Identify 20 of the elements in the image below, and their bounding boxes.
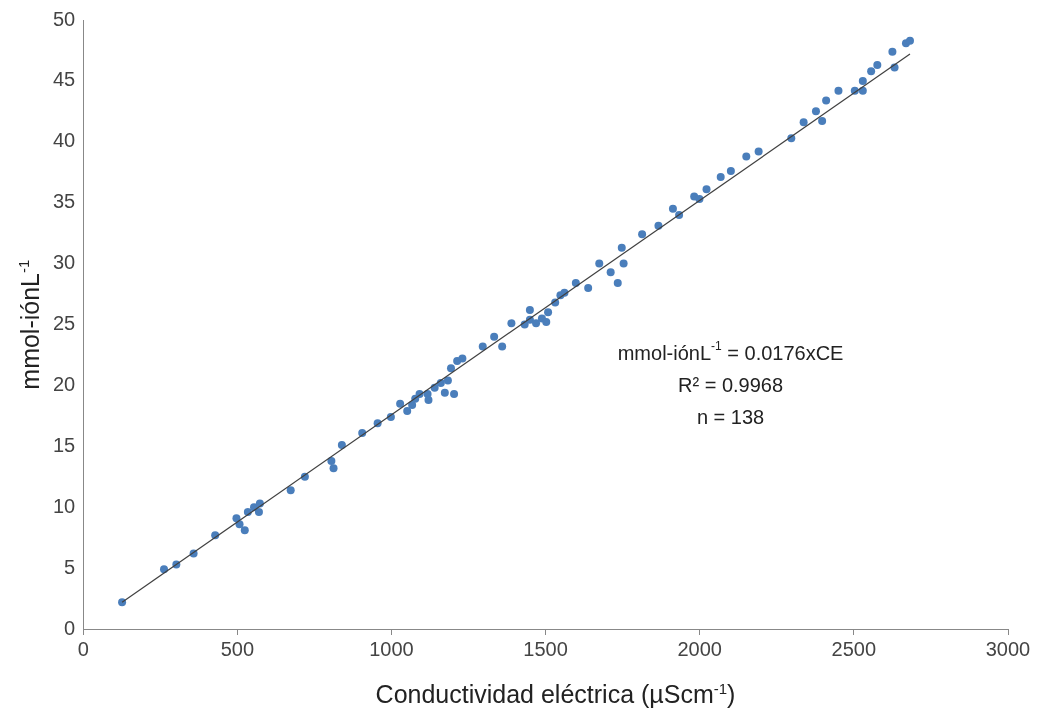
y-tick-label: 40 <box>53 129 76 152</box>
x-tick-label: 1500 <box>523 637 568 660</box>
y-tick-label: 50 <box>53 7 76 30</box>
x-tick-label: 500 <box>220 637 255 660</box>
annotation: n = 138 <box>696 406 765 429</box>
y-tick-label: 15 <box>53 433 76 456</box>
y-tick-label: 25 <box>53 312 76 335</box>
y-tick-label: 45 <box>53 68 76 91</box>
x-tick-label: 2000 <box>677 637 722 660</box>
y-tick-label: 20 <box>53 372 76 395</box>
x-tick-label: 1000 <box>369 637 414 660</box>
x-axis-title: Conductividad eléctrica (µScm$^{-1}$) <box>374 680 737 710</box>
y-tick-label: 5 <box>64 555 76 578</box>
y-tick-label: 0 <box>64 616 76 639</box>
y-tick-label: 35 <box>53 190 76 213</box>
x-tick-label: 3000 <box>985 637 1031 660</box>
x-tick-label: 2500 <box>831 637 877 660</box>
annotation: R² = 0.9968 <box>678 374 784 397</box>
y-tick-label: 30 <box>53 251 76 274</box>
y-tick-label: 10 <box>53 494 76 517</box>
